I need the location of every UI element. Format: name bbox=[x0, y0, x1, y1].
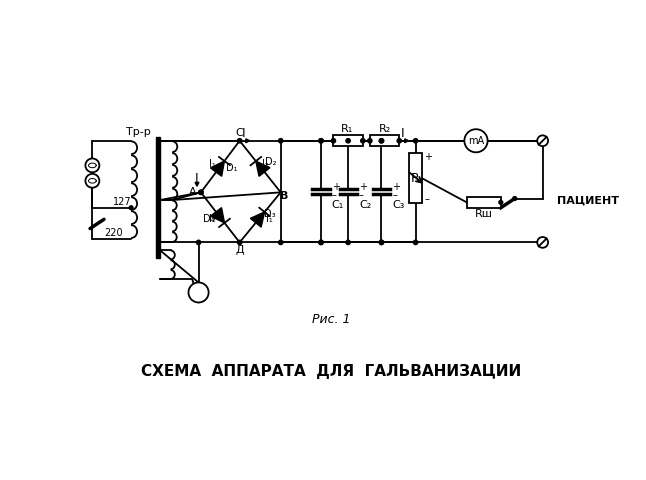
Circle shape bbox=[413, 240, 418, 244]
Text: –: – bbox=[392, 191, 397, 201]
Polygon shape bbox=[256, 161, 270, 176]
Circle shape bbox=[319, 240, 323, 244]
Circle shape bbox=[346, 139, 350, 143]
Text: Тр-р: Тр-р bbox=[127, 127, 151, 136]
Circle shape bbox=[199, 190, 203, 194]
Text: D₃: D₃ bbox=[264, 208, 275, 218]
Polygon shape bbox=[404, 139, 408, 143]
Text: +: + bbox=[359, 182, 367, 192]
Text: C₃: C₃ bbox=[392, 201, 404, 210]
Text: I₁: I₁ bbox=[209, 159, 216, 169]
Bar bbox=[466, 197, 501, 208]
Circle shape bbox=[379, 139, 384, 143]
Text: I: I bbox=[242, 127, 245, 140]
Circle shape bbox=[331, 139, 335, 143]
Text: A: A bbox=[189, 187, 197, 197]
Circle shape bbox=[499, 201, 503, 204]
Circle shape bbox=[278, 240, 283, 244]
Circle shape bbox=[537, 237, 548, 248]
Text: I₂: I₂ bbox=[209, 214, 216, 224]
Text: Д: Д bbox=[235, 245, 244, 255]
Text: D₂: D₂ bbox=[266, 157, 276, 167]
Polygon shape bbox=[195, 182, 199, 186]
Circle shape bbox=[319, 139, 323, 143]
Circle shape bbox=[368, 139, 372, 143]
Circle shape bbox=[85, 158, 99, 172]
Text: +: + bbox=[424, 152, 432, 162]
Text: I₁: I₁ bbox=[267, 214, 273, 224]
Text: 127: 127 bbox=[113, 197, 132, 207]
Text: –: – bbox=[359, 191, 364, 201]
Text: I: I bbox=[195, 172, 199, 185]
Text: B: B bbox=[280, 191, 289, 201]
Circle shape bbox=[238, 240, 242, 244]
Circle shape bbox=[85, 174, 99, 188]
Circle shape bbox=[346, 240, 350, 244]
Circle shape bbox=[319, 240, 323, 244]
Text: D₁: D₁ bbox=[226, 163, 238, 173]
Text: R₂: R₂ bbox=[379, 124, 391, 134]
Text: R₁: R₁ bbox=[340, 124, 353, 134]
Polygon shape bbox=[211, 161, 224, 176]
Circle shape bbox=[199, 190, 203, 194]
Bar bbox=[410, 153, 422, 203]
Circle shape bbox=[189, 282, 209, 302]
Bar bbox=[370, 135, 399, 146]
Circle shape bbox=[464, 129, 488, 152]
Text: mA: mA bbox=[468, 136, 484, 146]
Polygon shape bbox=[246, 139, 250, 143]
Polygon shape bbox=[211, 208, 225, 223]
Text: Рис. 1: Рис. 1 bbox=[312, 313, 350, 326]
Text: –: – bbox=[332, 191, 337, 201]
Bar bbox=[156, 137, 160, 258]
Circle shape bbox=[379, 240, 384, 244]
Circle shape bbox=[397, 139, 401, 143]
Text: Rш: Rш bbox=[475, 209, 493, 219]
Text: C₂: C₂ bbox=[359, 201, 371, 210]
Text: C₁: C₁ bbox=[332, 201, 344, 210]
Text: +: + bbox=[332, 182, 340, 192]
Text: R: R bbox=[411, 172, 420, 185]
Text: I: I bbox=[401, 127, 404, 140]
Circle shape bbox=[379, 240, 384, 244]
Circle shape bbox=[537, 135, 548, 146]
Circle shape bbox=[196, 240, 201, 244]
Circle shape bbox=[360, 139, 365, 143]
Circle shape bbox=[129, 206, 133, 210]
Polygon shape bbox=[251, 212, 265, 227]
Circle shape bbox=[319, 139, 323, 143]
Circle shape bbox=[513, 197, 517, 201]
Text: I₂: I₂ bbox=[262, 159, 269, 169]
Text: +: + bbox=[392, 182, 401, 192]
Text: –: – bbox=[424, 194, 429, 204]
Text: D₄: D₄ bbox=[203, 214, 214, 224]
Circle shape bbox=[413, 139, 418, 143]
Text: ПАЦИЕНТ: ПАЦИЕНТ bbox=[557, 195, 620, 205]
Bar bbox=[333, 135, 363, 146]
Text: 220: 220 bbox=[104, 228, 123, 238]
Circle shape bbox=[238, 139, 242, 143]
Circle shape bbox=[278, 139, 283, 143]
Circle shape bbox=[379, 139, 384, 143]
Text: СХЕМА  АППАРАТА  ДЛЯ  ГАЛЬВАНИЗАЦИИ: СХЕМА АППАРАТА ДЛЯ ГАЛЬВАНИЗАЦИИ bbox=[141, 364, 521, 379]
Text: C: C bbox=[236, 128, 244, 138]
